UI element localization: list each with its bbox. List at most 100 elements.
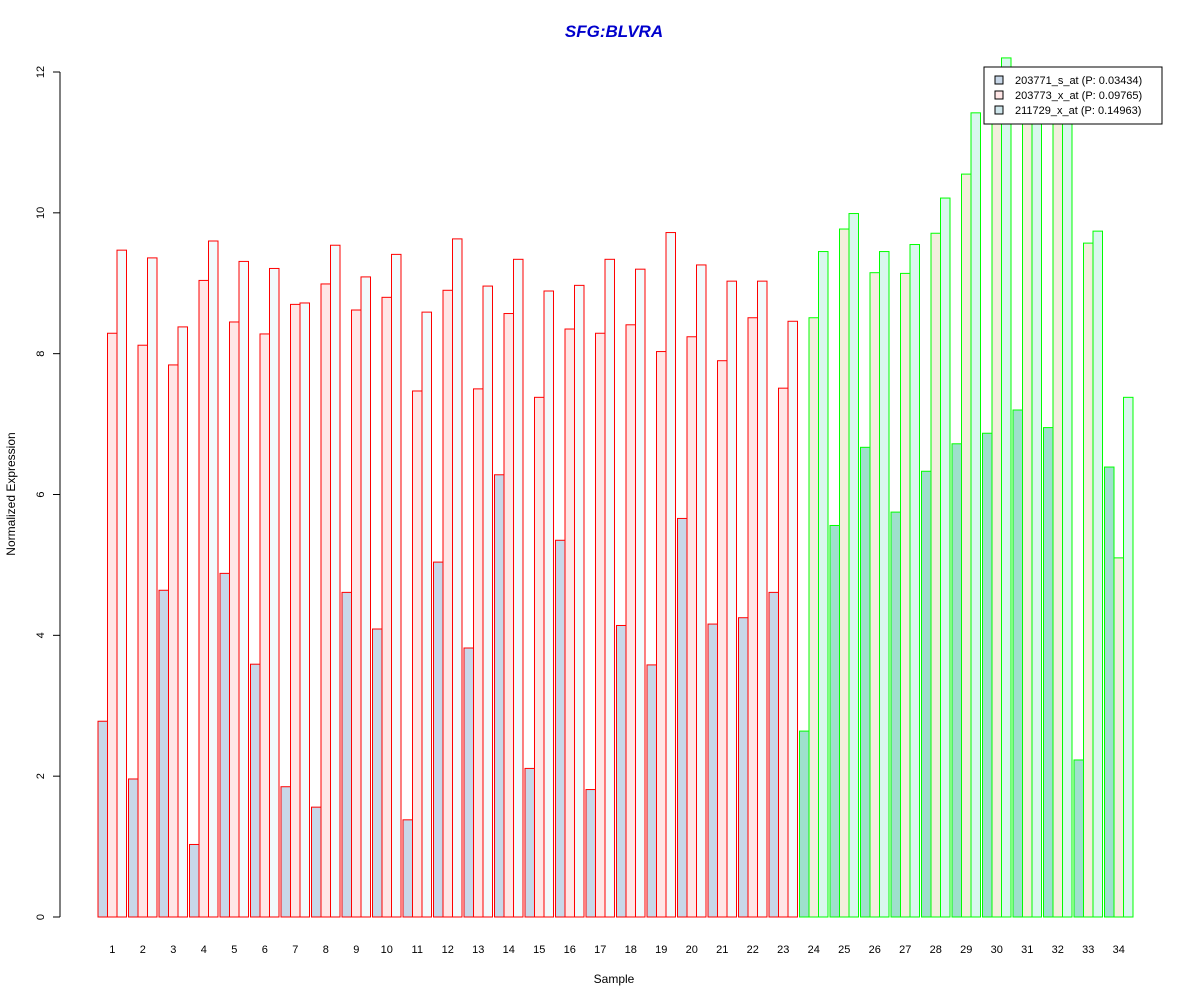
x-tick-label: 23 bbox=[777, 944, 789, 956]
bar-s3 bbox=[574, 284, 585, 918]
x-tick-label: 27 bbox=[899, 944, 911, 956]
x-tick-label: 19 bbox=[655, 944, 667, 956]
bar-s3 bbox=[482, 285, 493, 918]
bar-s3 bbox=[696, 264, 707, 918]
x-tick-label: 28 bbox=[930, 944, 942, 956]
x-tick-label: 1 bbox=[109, 944, 115, 956]
legend-label: 203771_s_at (P: 0.03434) bbox=[1015, 75, 1142, 87]
bar-s1 bbox=[555, 539, 566, 918]
bar-s1 bbox=[128, 778, 139, 918]
x-tick-label: 3 bbox=[170, 944, 176, 956]
bar-s2 bbox=[503, 313, 514, 918]
bar-s1 bbox=[341, 591, 352, 918]
x-tick-label: 2 bbox=[140, 944, 146, 956]
x-tick-label: 31 bbox=[1021, 944, 1033, 956]
bar-s2 bbox=[107, 332, 118, 918]
y-axis-title: Normalized Expression bbox=[4, 432, 18, 555]
bar-s1 bbox=[372, 628, 383, 918]
bar-s1 bbox=[890, 511, 901, 918]
y-tick-label: 0 bbox=[35, 914, 47, 920]
bar-s1 bbox=[829, 524, 840, 918]
bar-s2 bbox=[1113, 557, 1124, 918]
bar-s2 bbox=[168, 364, 179, 918]
bar-s1 bbox=[585, 789, 596, 918]
y-tick-label: 6 bbox=[35, 491, 47, 497]
x-tick-label: 8 bbox=[323, 944, 329, 956]
x-tick-label: 34 bbox=[1113, 944, 1125, 956]
y-tick-label: 4 bbox=[35, 632, 47, 638]
x-tick-label: 14 bbox=[503, 944, 515, 956]
bar-s2 bbox=[595, 332, 606, 918]
x-tick-label: 15 bbox=[533, 944, 545, 956]
x-tick-label: 11 bbox=[412, 944, 423, 956]
bar-s3 bbox=[147, 257, 158, 918]
bar-s2 bbox=[808, 317, 819, 918]
bar-s1 bbox=[982, 432, 993, 918]
bar-s3 bbox=[1031, 92, 1042, 918]
bar-s1 bbox=[768, 591, 779, 918]
bar-s2 bbox=[442, 289, 453, 918]
bar-s2 bbox=[137, 344, 148, 918]
x-tick-label: 30 bbox=[991, 944, 1003, 956]
bar-s3 bbox=[238, 260, 249, 918]
x-tick-label: 25 bbox=[838, 944, 850, 956]
bar-s1 bbox=[311, 806, 322, 918]
x-tick-label: 17 bbox=[594, 944, 606, 956]
bar-s2 bbox=[290, 303, 301, 918]
bar-s1 bbox=[463, 647, 474, 918]
bar-s1 bbox=[189, 843, 200, 918]
bar-s1 bbox=[97, 720, 108, 918]
bar-s1 bbox=[1012, 409, 1023, 918]
bar-s2 bbox=[747, 317, 758, 918]
bar-s3 bbox=[970, 112, 981, 918]
bar-s3 bbox=[330, 244, 341, 918]
bar-s1 bbox=[1073, 759, 1084, 918]
y-tick-label: 10 bbox=[35, 207, 47, 219]
legend-swatch bbox=[994, 90, 1004, 100]
bar-s3 bbox=[299, 302, 310, 918]
bar-s2 bbox=[930, 232, 941, 918]
x-tick-label: 12 bbox=[442, 944, 454, 956]
x-tick-label: 6 bbox=[262, 944, 268, 956]
bar-s3 bbox=[665, 232, 676, 918]
bar-s2 bbox=[717, 360, 728, 918]
bar-s3 bbox=[909, 244, 920, 918]
bar-s3 bbox=[726, 280, 737, 918]
bar-s1 bbox=[433, 561, 444, 918]
x-tick-label: 7 bbox=[292, 944, 298, 956]
bar-s3 bbox=[116, 249, 127, 918]
legend-swatch bbox=[994, 75, 1004, 85]
bar-s3 bbox=[787, 320, 798, 918]
y-tick-label: 2 bbox=[35, 773, 47, 779]
bar-s3 bbox=[452, 238, 463, 918]
chart-title: SFG:BLVRA bbox=[565, 22, 663, 41]
bar-s2 bbox=[564, 328, 575, 918]
bar-s1 bbox=[250, 663, 261, 918]
bar-s1 bbox=[158, 589, 169, 918]
bar-s1 bbox=[921, 470, 932, 918]
bar-s3 bbox=[604, 258, 615, 918]
x-tick-label: 26 bbox=[869, 944, 881, 956]
bar-s1 bbox=[707, 623, 718, 918]
x-tick-label: 32 bbox=[1052, 944, 1064, 956]
bar-s1 bbox=[616, 624, 627, 918]
legend-label: 203773_x_at (P: 0.09765) bbox=[1015, 90, 1142, 102]
x-tick-label: 13 bbox=[472, 944, 484, 956]
bar-s2 bbox=[778, 387, 789, 918]
bar-s3 bbox=[1123, 396, 1134, 918]
bars-layer bbox=[97, 57, 1134, 918]
bar-s3 bbox=[269, 267, 280, 918]
bar-s3 bbox=[635, 268, 646, 918]
bar-s3 bbox=[940, 197, 951, 918]
bar-s3 bbox=[177, 326, 188, 918]
bar-s2 bbox=[869, 272, 880, 918]
bar-s3 bbox=[208, 240, 219, 918]
x-tick-label: 33 bbox=[1082, 944, 1094, 956]
bar-s1 bbox=[799, 730, 810, 918]
bar-s2 bbox=[625, 324, 636, 918]
bar-s3 bbox=[360, 276, 371, 918]
legend-swatch bbox=[994, 105, 1004, 115]
x-axis-title: Sample bbox=[594, 972, 635, 986]
